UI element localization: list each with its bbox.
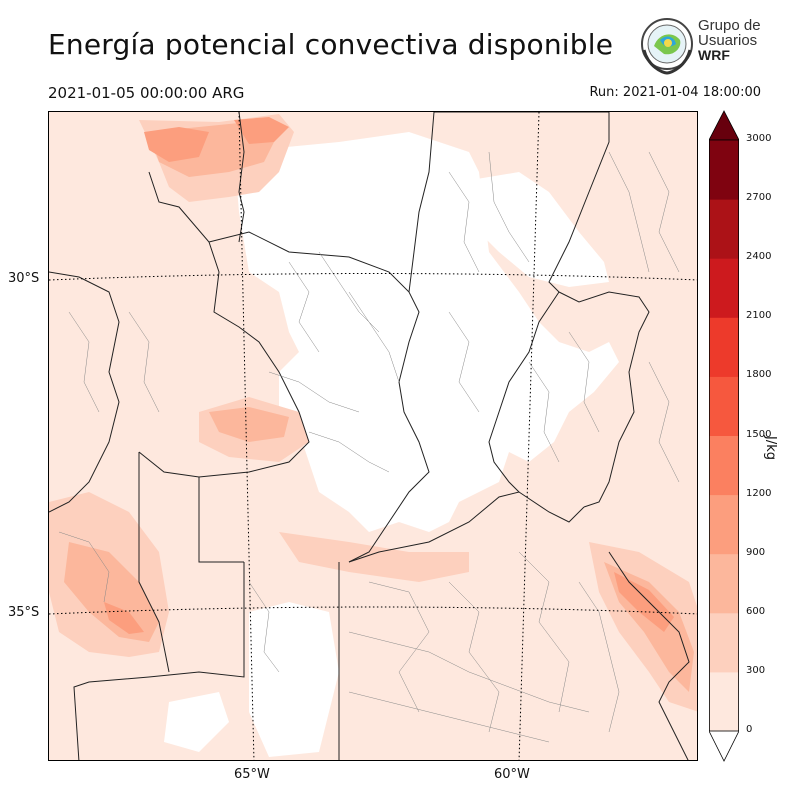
- cape-900-1200-region: [144, 127, 209, 162]
- colorbar-band: [709, 553, 739, 614]
- colorbar-band: [709, 494, 739, 555]
- colorbar-tick-label: 3000: [746, 133, 772, 144]
- colorbar-tick-label: 1800: [746, 369, 772, 381]
- cape-300-600-region: [279, 532, 469, 582]
- map-canvas: [49, 112, 697, 760]
- logo-emblem-icon: [641, 18, 693, 75]
- wrf-users-group-logo: Grupo de Usuarios WRF: [638, 16, 768, 78]
- lat-label-35s: 35°S: [8, 605, 40, 620]
- cape-600-900-region: [64, 542, 159, 642]
- logo-line-3: WRF: [698, 47, 730, 63]
- graticule: [49, 112, 697, 760]
- lon-label-65w: 65°W: [234, 767, 270, 782]
- cape-600-900-region: [209, 407, 289, 442]
- logo-line-1: Grupo de: [698, 17, 761, 34]
- lon-label-60w: 60°W: [494, 767, 530, 782]
- colorbar-band: [709, 258, 739, 318]
- department-borders: [58, 151, 680, 743]
- lat-label-30s: 30°S: [8, 271, 40, 286]
- cape-900-1200-region: [234, 117, 289, 144]
- province-borders: [49, 112, 690, 760]
- colorbar-tick-label: 2700: [746, 192, 772, 204]
- colorbar-unit: J/kg: [763, 436, 778, 460]
- colorbar-band: [709, 435, 739, 496]
- colorbar-band: [709, 376, 739, 436]
- cape-map: [48, 111, 698, 761]
- cape-low-region: [234, 132, 619, 532]
- colorbar-frame: [709, 139, 740, 732]
- colorbar-extend-high: [708, 110, 740, 141]
- cape-900-1200-region: [614, 572, 674, 632]
- cape-low-region: [164, 692, 229, 752]
- colorbar-band: [709, 140, 739, 200]
- colorbar-tick-label: 2100: [746, 310, 772, 322]
- colorbar: [708, 110, 740, 762]
- colorbar-band: [709, 612, 739, 673]
- colorbar-tick-label: 0: [746, 724, 753, 735]
- logo-line-2: Usuarios: [698, 32, 758, 49]
- cape-900-1200-region: [104, 602, 144, 634]
- colorbar-band: [709, 317, 739, 377]
- colorbar-band: [709, 671, 739, 732]
- colorbar-tick-label: 600: [746, 605, 766, 617]
- cape-low-region: [249, 602, 339, 757]
- colorbar-tick-label: 1200: [746, 487, 772, 499]
- valid-time: 2021-01-05 00:00:00 ARG: [48, 84, 245, 102]
- colorbar-extend-low: [708, 730, 740, 762]
- colorbar-tick-label: 2400: [746, 251, 772, 263]
- run-time: Run: 2021-01-04 18:00:00: [589, 85, 761, 100]
- colorbar-band: [709, 199, 739, 259]
- colorbar-graphic: [708, 110, 740, 762]
- colorbar-tick-label: 1500: [746, 428, 772, 440]
- logo-text: Grupo de Usuarios WRF: [698, 18, 761, 63]
- colorbar-tick-label: 300: [746, 664, 766, 676]
- colorbar-tick-label: 900: [746, 546, 766, 558]
- chart-title: Energía potencial convectiva disponible: [48, 28, 614, 61]
- cape-low-region: [459, 172, 609, 287]
